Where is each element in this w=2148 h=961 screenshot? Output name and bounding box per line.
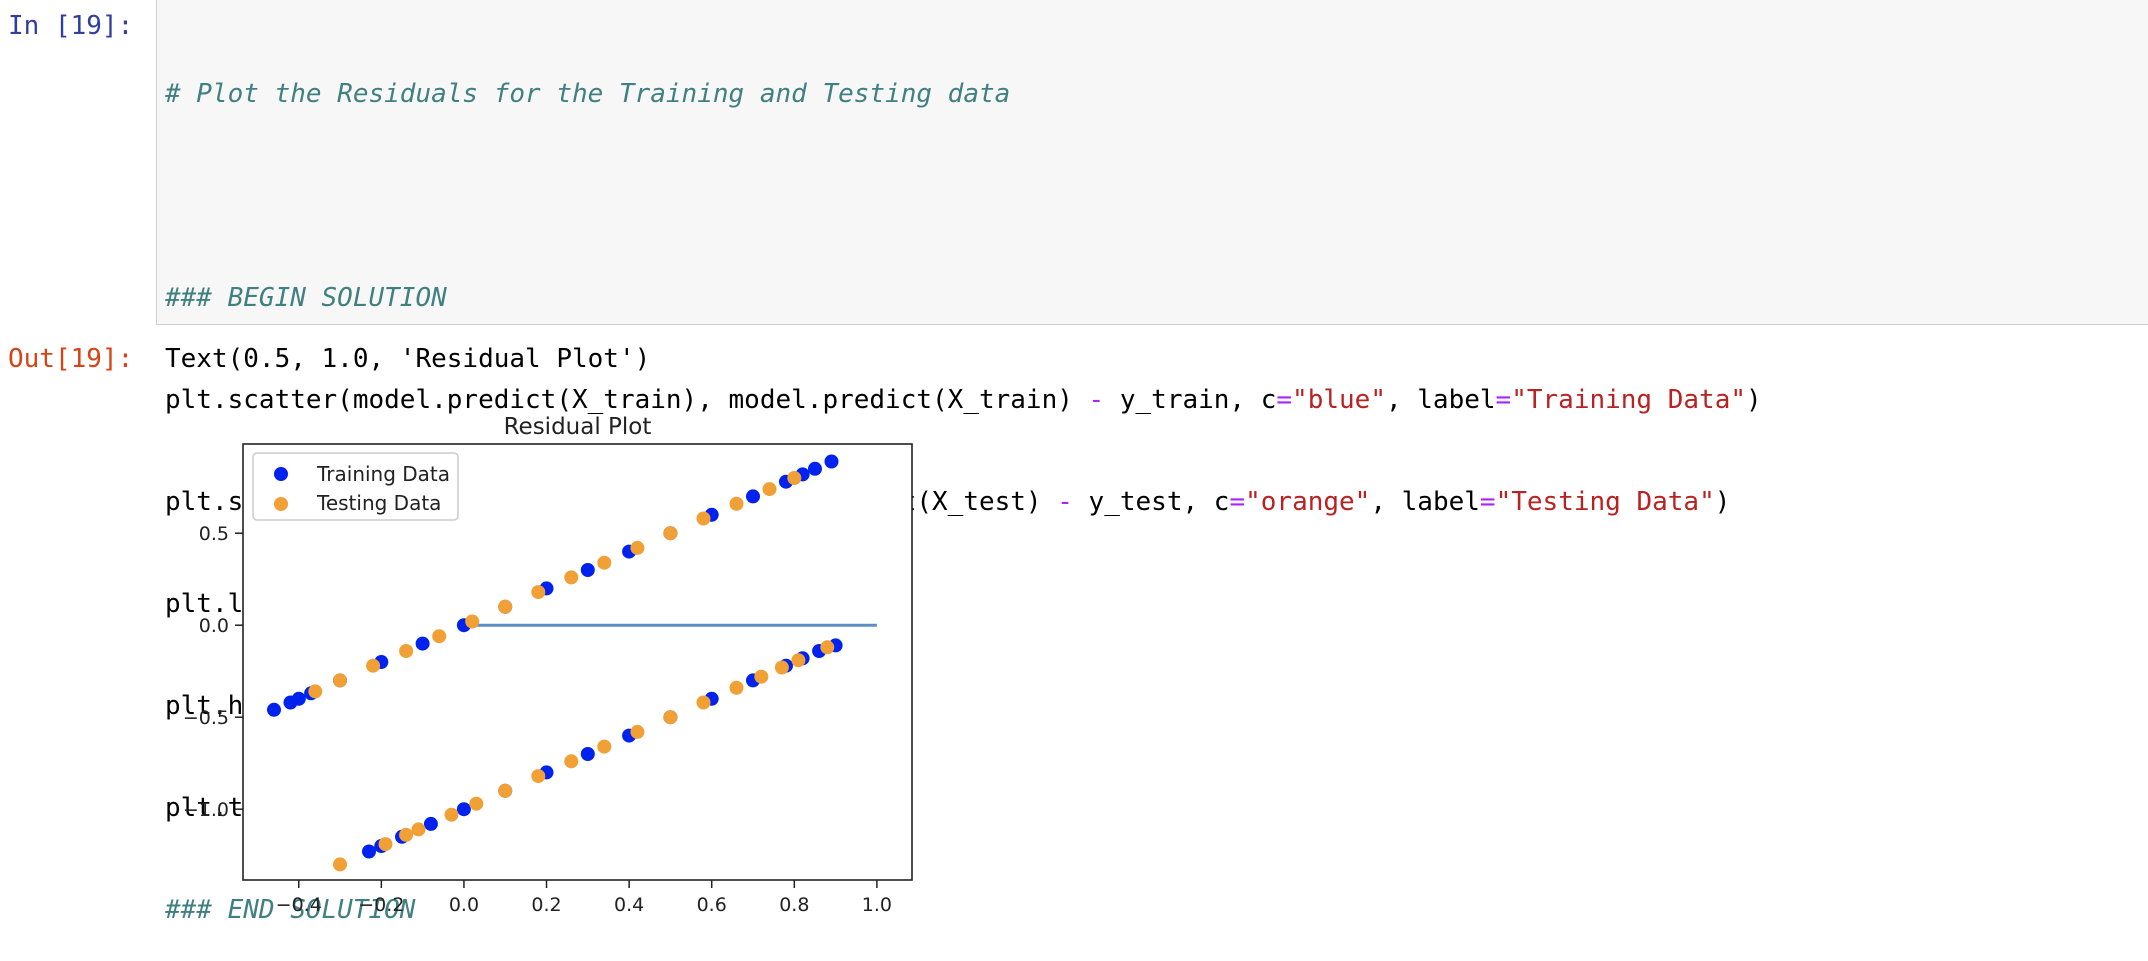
y-tick-label: 0.0 — [199, 615, 229, 637]
x-tick-label: 1.0 — [862, 894, 892, 916]
y-tick-label: −1.0 — [183, 799, 229, 821]
x-tick-label: 0.6 — [697, 894, 727, 916]
x-tick-label: −0.2 — [358, 894, 404, 916]
output-prompt: Out[19]: — [8, 344, 134, 374]
training-point-19 — [362, 844, 376, 859]
legend-marker-testing — [274, 497, 288, 511]
training-point-17 — [808, 461, 822, 476]
testing-point-13 — [729, 496, 744, 511]
training-point-23 — [456, 802, 471, 817]
training-point-18 — [824, 454, 839, 469]
chart-title: Residual Plot — [504, 414, 652, 440]
testing-point-14 — [762, 482, 777, 497]
code-line-comment: # Plot the Residuals for the Training an… — [165, 79, 1011, 109]
testing-point-3 — [399, 644, 414, 658]
code-cell-input[interactable] — [156, 0, 2148, 325]
y-tick-label: 0.5 — [199, 523, 229, 545]
testing-point-32 — [791, 653, 806, 668]
training-point-22 — [423, 816, 438, 831]
training-point-26 — [580, 747, 595, 761]
x-axis-ticks: −0.4 −0.2 0.0 0.2 0.4 0.6 0.8 1.0 — [276, 880, 892, 916]
training-point-6 — [415, 636, 430, 651]
testing-point-24 — [564, 754, 579, 769]
code-line-begin: ### BEGIN SOLUTION — [165, 283, 447, 313]
testing-point-5 — [465, 614, 480, 629]
testing-point-0 — [308, 684, 323, 699]
input-prompt: In [19]: — [8, 11, 134, 41]
testing-point-10 — [630, 540, 645, 555]
testing-point-22 — [498, 783, 513, 798]
testing-point-31 — [774, 660, 789, 675]
y-axis-ticks: 0.5 0.0 −0.5 −1.0 — [183, 523, 243, 821]
testing-point-26 — [630, 724, 645, 739]
code-line-scatter-train: plt.scatter(model.predict(X_train), mode… — [165, 385, 1762, 415]
testing-point-15 — [787, 471, 802, 485]
output-text: Text(0.5, 1.0, 'Residual Plot') — [165, 344, 651, 374]
testing-point-2 — [366, 658, 381, 673]
plot-frame — [242, 443, 913, 881]
testing-point-11 — [663, 526, 678, 541]
testing-point-16 — [333, 857, 347, 872]
legend-label-testing: Testing Data — [316, 491, 441, 515]
testing-point-25 — [597, 739, 612, 754]
testing-point-8 — [564, 570, 579, 585]
testing-point-18 — [399, 827, 414, 842]
code-line-end: ### END SOLUTION — [165, 895, 416, 925]
testing-point-17 — [378, 837, 393, 852]
code-line-blank — [165, 179, 1762, 213]
legend-box — [252, 452, 459, 521]
legend-marker-training — [274, 467, 288, 481]
testing-point-27 — [663, 710, 678, 725]
testing-point-6 — [498, 599, 513, 614]
training-point-0 — [267, 702, 281, 717]
testing-point-20 — [444, 807, 459, 822]
residual-plot-chart: Residual Plot −0.4 −0.2 0.0 0.2 0.4 0.6 0.8 1.0… — [183, 414, 913, 916]
testing-point-12 — [696, 511, 711, 526]
training-point-10 — [580, 563, 595, 577]
testing-point-29 — [729, 680, 744, 695]
points-layer — [267, 454, 843, 872]
testing-point-30 — [754, 669, 769, 684]
x-tick-label: −0.4 — [276, 894, 322, 916]
testing-point-23 — [531, 769, 546, 784]
testing-point-1 — [333, 673, 347, 688]
testing-point-19 — [411, 822, 426, 837]
testing-point-9 — [597, 555, 612, 570]
testing-point-28 — [696, 695, 711, 710]
testing-point-7 — [531, 585, 546, 600]
x-tick-label: 0.4 — [614, 894, 644, 916]
x-tick-label: 0.0 — [449, 894, 479, 916]
x-tick-label: 0.2 — [531, 894, 561, 916]
training-point-2 — [291, 691, 306, 706]
y-tick-label: −0.5 — [183, 707, 229, 729]
x-tick-label: 0.8 — [779, 894, 809, 916]
legend: Training Data Testing Data — [252, 452, 459, 521]
training-point-14 — [746, 489, 760, 504]
testing-point-4 — [432, 629, 447, 644]
legend-label-training: Training Data — [316, 462, 450, 486]
testing-point-21 — [469, 796, 484, 811]
testing-point-33 — [820, 640, 835, 655]
